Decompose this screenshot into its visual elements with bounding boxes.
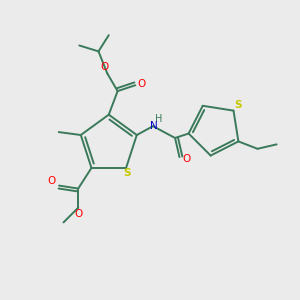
Text: O: O [183,154,191,164]
Text: S: S [234,100,242,110]
Text: O: O [48,176,56,186]
Text: O: O [138,79,146,89]
Text: O: O [100,62,109,72]
Text: H: H [155,114,163,124]
Text: O: O [74,209,82,219]
Text: S: S [123,168,130,178]
Text: N: N [150,121,158,131]
